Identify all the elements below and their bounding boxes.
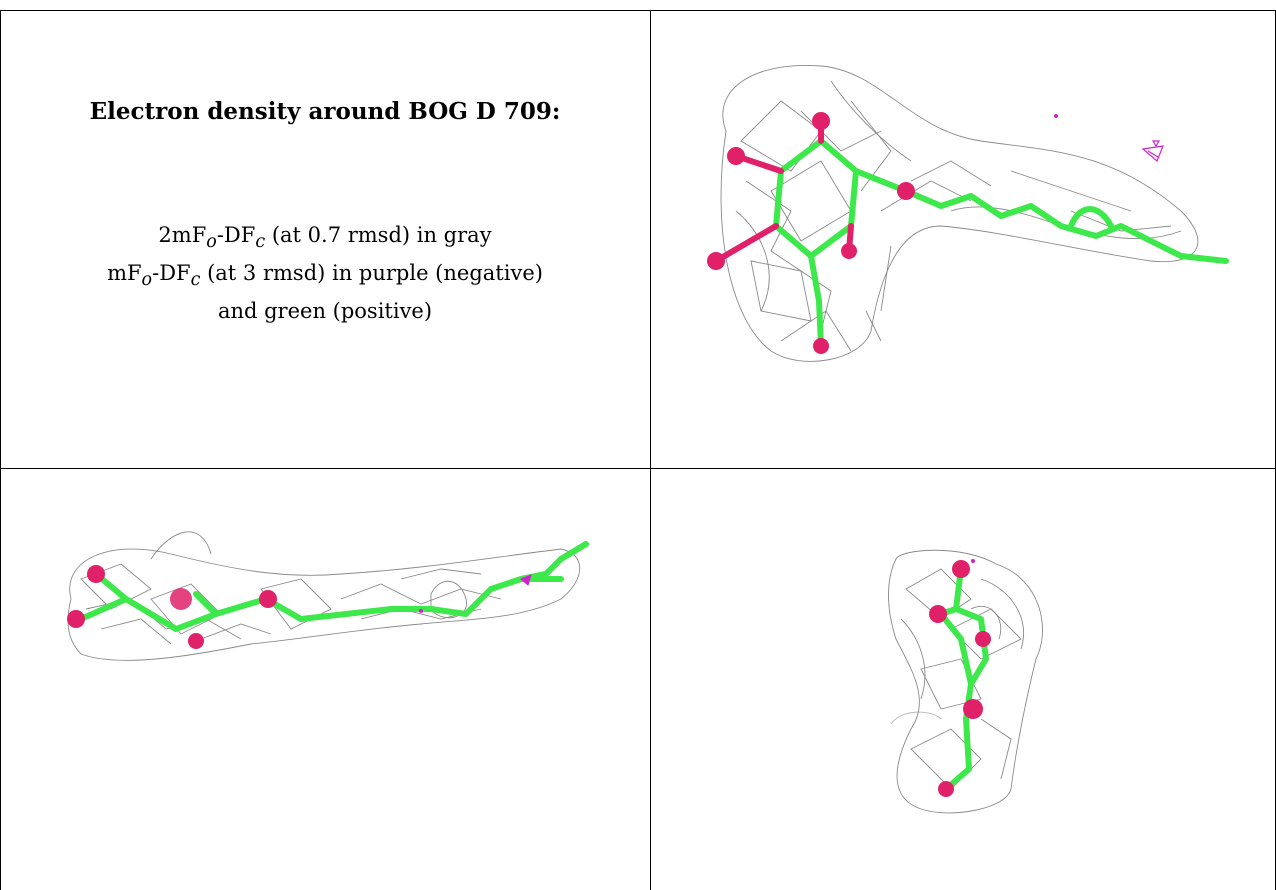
density-legend: 2mFo-DFc (at 0.7 rmsd) in gray mFo-DFc (… [0, 220, 650, 327]
table-left-rule [0, 10, 1, 890]
molecule-sticks [938, 566, 989, 792]
caption-cell: Electron density around BOG D 709: 2mFo-… [0, 10, 650, 465]
legend-text: mF [107, 261, 142, 286]
negative-density-blobs [971, 559, 975, 563]
density-mesh [67, 531, 581, 661]
legend-subscript: c [190, 270, 201, 291]
density-view-bottom-left [67, 531, 589, 661]
legend-text: (at 0.7 rmsd) in gray [265, 223, 492, 247]
oxygen-atoms [929, 560, 991, 797]
legend-text: -DF [216, 223, 256, 247]
figure-title: Electron density around BOG D 709: [89, 98, 561, 125]
table-middle-rule [0, 468, 1276, 469]
legend-subscript: c [255, 232, 266, 253]
legend-line-2fofc: 2mFo-DFc (at 0.7 rmsd) in gray [0, 220, 650, 258]
legend-text: -DF [152, 261, 191, 286]
oxygen-atoms [707, 112, 915, 354]
density-mesh [888, 549, 1043, 814]
molecule-sticks [78, 541, 589, 632]
molecule-sticks [773, 138, 1229, 349]
legend-subscript: o [141, 270, 153, 291]
negative-density-blobs [419, 574, 532, 613]
density-view-bottom-right [888, 549, 1043, 814]
table-top-rule [0, 10, 1276, 11]
legend-subscript: o [206, 232, 217, 253]
legend-line-positive: and green (positive) [217, 299, 433, 324]
figure-table: Electron density around BOG D 709: 2mFo-… [0, 10, 1276, 890]
legend-text: (at 3 rmsd) in purple (negative) [200, 261, 543, 286]
density-mesh [720, 65, 1199, 362]
legend-line-fofc: mFo-DFc (at 3 rmsd) in purple (negative) [0, 258, 650, 296]
oxygen-atoms [67, 565, 277, 649]
table-center-rule [650, 10, 651, 890]
negative-density-blobs [1054, 114, 1164, 163]
legend-text: 2mF [158, 223, 207, 247]
density-view-top-right [707, 65, 1229, 362]
